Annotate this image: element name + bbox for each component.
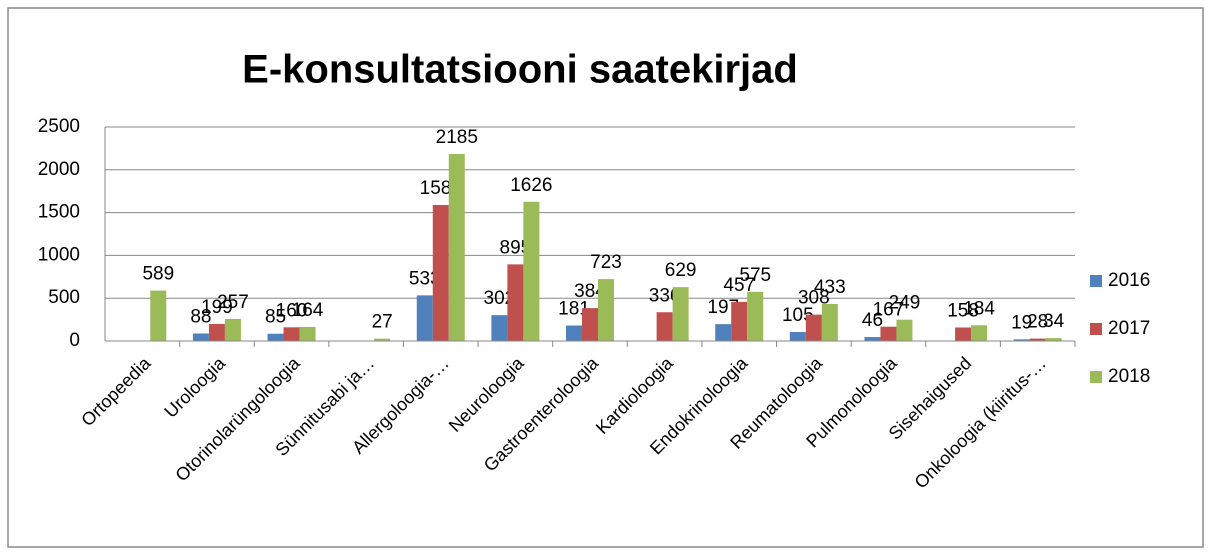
bar — [299, 326, 316, 341]
value-label: 457 — [723, 275, 755, 296]
value-label: 181 — [558, 299, 590, 320]
value-label: 160 — [276, 300, 308, 321]
bar — [150, 290, 167, 341]
bar — [896, 319, 913, 341]
y-tick-label: 2500 — [38, 116, 80, 137]
bar — [880, 326, 897, 341]
legend-label: 2018 — [1108, 366, 1150, 387]
bar — [507, 264, 524, 341]
bar — [821, 303, 838, 341]
value-label: 629 — [665, 260, 697, 281]
legend-label: 2017 — [1108, 318, 1150, 339]
value-label: 27 — [372, 312, 393, 333]
value-label: 164 — [292, 300, 324, 321]
value-label: 302 — [484, 288, 516, 309]
value-label: 336 — [649, 285, 681, 306]
value-label: 46 — [862, 310, 883, 331]
bar — [582, 308, 598, 341]
value-label: 589 — [142, 264, 174, 285]
bar — [598, 279, 614, 341]
bar — [432, 204, 449, 341]
bar — [1013, 339, 1030, 341]
bar — [491, 315, 508, 341]
bar — [192, 333, 209, 341]
value-label: 1626 — [510, 175, 552, 196]
legend-swatch — [1090, 323, 1102, 335]
bar — [283, 327, 300, 341]
bar — [566, 325, 582, 341]
value-label: 575 — [739, 265, 771, 286]
value-label: 199 — [201, 297, 233, 318]
bar — [208, 323, 225, 341]
value-label: 433 — [814, 277, 846, 298]
bar — [789, 332, 806, 341]
chart-title: E-konsultatsiooni saatekirjad — [242, 48, 798, 92]
bar — [448, 153, 465, 341]
value-label: 184 — [963, 298, 995, 319]
value-label: 197 — [707, 297, 739, 318]
value-label: 105 — [782, 305, 814, 326]
value-label: 308 — [798, 288, 830, 309]
bar — [1045, 338, 1062, 341]
value-label: 34 — [1043, 311, 1065, 332]
value-label: 28 — [1027, 312, 1048, 333]
value-label: 257 — [217, 292, 249, 313]
value-label: 19 — [1011, 312, 1032, 333]
bar — [864, 337, 881, 341]
legend-swatch — [1090, 371, 1102, 383]
value-label: 895 — [500, 237, 532, 258]
y-tick-label: 1000 — [38, 244, 80, 265]
bar — [1029, 338, 1046, 341]
value-label: 85 — [265, 307, 286, 328]
value-label: 158 — [947, 300, 979, 321]
bar — [224, 319, 241, 341]
bar — [715, 324, 732, 341]
bar — [267, 333, 284, 341]
y-tick-label: 0 — [69, 330, 80, 351]
bar — [971, 325, 988, 341]
value-label: 723 — [590, 252, 622, 273]
legend-label: 2016 — [1108, 270, 1150, 291]
bar — [672, 287, 689, 341]
value-label: 167 — [873, 300, 905, 321]
bar — [523, 201, 540, 341]
y-tick-label: 2000 — [38, 159, 80, 180]
y-tick-label: 1500 — [38, 202, 80, 223]
value-label: 88 — [190, 306, 211, 327]
legend-swatch — [1090, 275, 1102, 287]
bar — [656, 312, 673, 341]
value-label: 2185 — [436, 127, 478, 148]
bar — [747, 291, 764, 341]
value-label: 533 — [409, 268, 441, 289]
bar — [416, 295, 433, 341]
value-label: 249 — [889, 293, 921, 314]
bar — [731, 301, 748, 341]
y-tick-label: 500 — [48, 287, 80, 308]
bar — [955, 327, 972, 341]
bar — [374, 338, 391, 341]
chart-border — [7, 7, 1204, 548]
bar — [805, 314, 822, 341]
